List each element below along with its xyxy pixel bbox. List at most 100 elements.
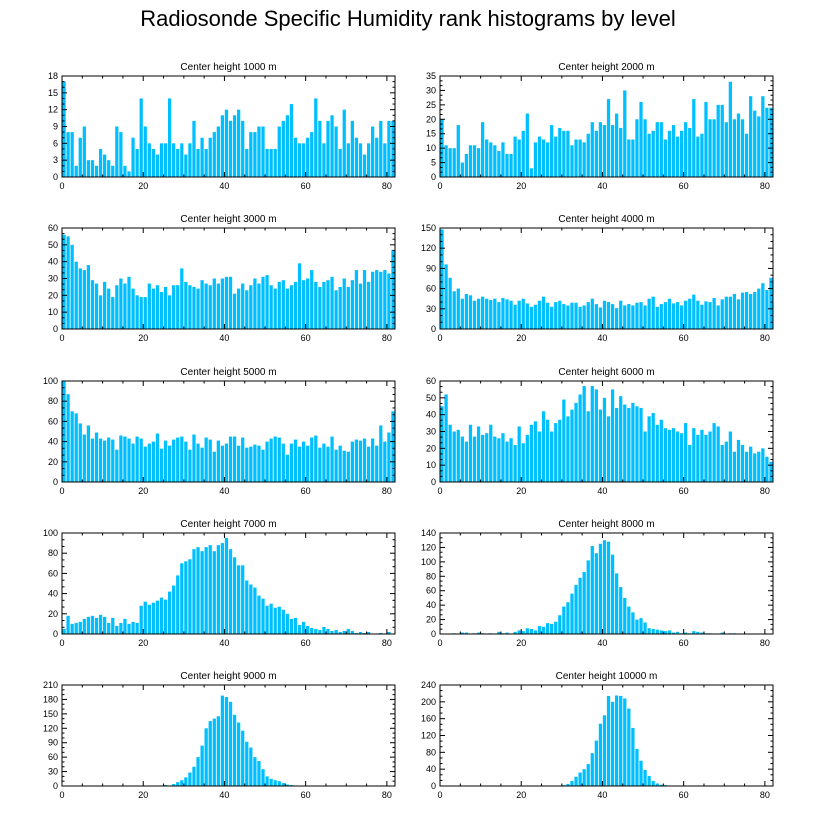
x-tick-label: 60 xyxy=(679,790,689,800)
histogram-bar xyxy=(342,278,346,329)
panel-title: Center height 2000 m xyxy=(558,62,654,73)
histogram-bar xyxy=(497,631,501,634)
histogram-bar xyxy=(326,120,330,177)
histogram-bar xyxy=(265,605,269,634)
histogram-bar xyxy=(619,587,623,634)
histogram-bar xyxy=(115,285,119,329)
histogram-bar xyxy=(241,437,245,482)
histogram-bar xyxy=(338,148,342,177)
histogram-bar xyxy=(537,431,542,482)
x-tick-label: 60 xyxy=(679,486,689,496)
histogram-bar xyxy=(769,107,773,177)
histogram-bar xyxy=(631,305,635,329)
y-tick-label: 18 xyxy=(48,71,58,81)
histogram-bar xyxy=(127,438,131,482)
histogram-bar xyxy=(86,160,91,177)
histogram-bar xyxy=(558,615,562,634)
histogram-bar xyxy=(521,130,525,177)
histogram-bar xyxy=(753,453,757,482)
histogram-bar xyxy=(302,621,306,634)
x-tick-label: 20 xyxy=(516,333,526,343)
histogram-bar xyxy=(159,448,164,482)
histogram-bar xyxy=(736,299,741,329)
histogram-bar xyxy=(696,631,700,634)
histogram-bar xyxy=(744,291,749,329)
histogram-bar xyxy=(78,621,82,634)
histogram-bar xyxy=(111,165,115,177)
histogram-bar xyxy=(94,432,99,482)
x-tick-label: 40 xyxy=(597,790,607,800)
histogram-bar xyxy=(241,120,245,177)
histogram-bar xyxy=(131,621,135,634)
histogram-bar xyxy=(269,148,273,177)
histogram-bar xyxy=(98,148,103,177)
histogram-bar xyxy=(375,270,379,329)
histogram-bar xyxy=(342,450,346,482)
y-tick-label: 6 xyxy=(53,138,58,148)
histogram-bar xyxy=(675,631,680,634)
histogram-bar xyxy=(350,441,354,482)
histogram-bar xyxy=(212,278,216,329)
histogram-bar xyxy=(379,425,383,482)
x-tick-label: 0 xyxy=(437,486,442,496)
histogram-bar xyxy=(200,137,204,177)
histogram-bar xyxy=(635,302,639,329)
y-tick-label: 60 xyxy=(48,568,58,578)
histogram-bar xyxy=(765,107,769,177)
histogram-bar xyxy=(358,631,363,634)
histogram-bar xyxy=(98,614,103,634)
histogram-bar xyxy=(692,294,696,329)
histogram-bar xyxy=(744,451,749,482)
histogram-bar xyxy=(708,119,712,177)
histogram-bar xyxy=(176,575,180,634)
y-tick-label: 25 xyxy=(426,100,436,110)
histogram-bar xyxy=(448,277,452,329)
histogram-bar xyxy=(521,631,525,634)
histogram-bar xyxy=(643,770,647,786)
y-tick-label: 200 xyxy=(421,697,436,707)
histogram-bar xyxy=(383,143,387,177)
histogram-bar xyxy=(232,293,237,329)
histogram-bar xyxy=(509,438,513,482)
histogram-bar xyxy=(460,162,464,177)
x-tick-label: 0 xyxy=(59,638,64,648)
histogram-bar xyxy=(269,778,273,786)
histogram-bar xyxy=(659,419,663,482)
histogram-bar xyxy=(94,283,99,329)
histogram-bar xyxy=(62,381,66,482)
histogram-bar xyxy=(196,288,200,329)
histogram-bar xyxy=(562,399,566,482)
y-tick-label: 180 xyxy=(43,694,58,704)
histogram-bar xyxy=(586,560,590,634)
histogram-bar xyxy=(237,722,241,786)
histogram-bar xyxy=(224,538,229,634)
histogram-bar xyxy=(285,613,290,634)
histogram-bar xyxy=(619,695,623,786)
histogram-bar xyxy=(257,760,261,786)
histogram-bar xyxy=(472,300,477,329)
histogram-bar xyxy=(371,126,375,177)
histogram-bar xyxy=(261,276,265,329)
histogram-bar xyxy=(127,171,131,177)
histogram-bar xyxy=(103,616,107,634)
y-tick-label: 20 xyxy=(48,457,58,467)
histogram-bar xyxy=(452,431,456,482)
histogram-bar xyxy=(521,443,525,482)
histogram-bar xyxy=(115,449,119,482)
histogram-bar xyxy=(249,132,253,177)
histogram-bar xyxy=(139,98,143,177)
histogram-bar xyxy=(123,283,127,329)
histogram-bar xyxy=(172,285,176,329)
histogram-bar xyxy=(667,630,672,634)
histogram-bar xyxy=(94,617,99,634)
histogram-bar xyxy=(208,137,212,177)
histogram-bar xyxy=(651,296,655,329)
plot-frame xyxy=(439,227,774,330)
histogram-bar xyxy=(265,148,269,177)
histogram-bar xyxy=(342,109,346,177)
panel-title: Center height 1000 m xyxy=(180,62,276,73)
histogram-bar xyxy=(517,139,521,177)
histogram-bar xyxy=(513,631,517,634)
histogram-bar xyxy=(586,411,590,482)
histogram-bar xyxy=(366,143,371,177)
